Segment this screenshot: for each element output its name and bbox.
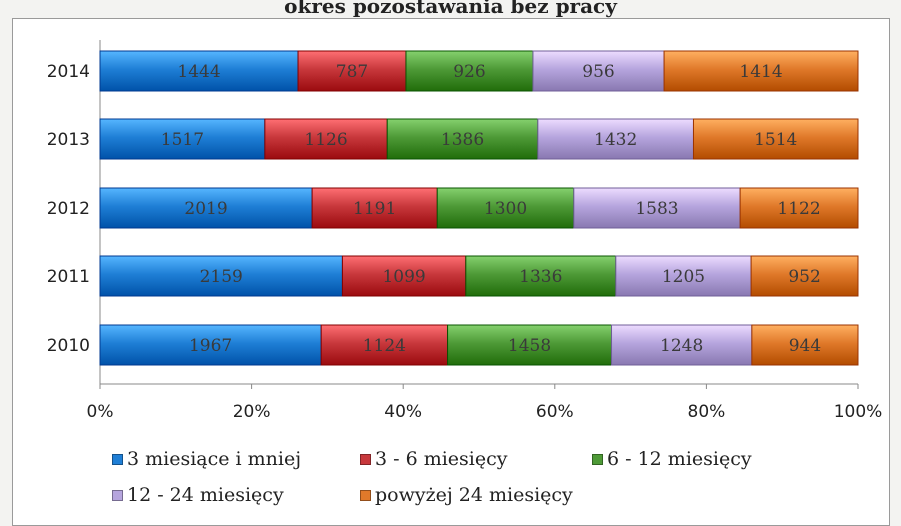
bar-data-label: 2019 xyxy=(184,199,227,219)
bar-data-label: 926 xyxy=(453,62,485,82)
bar-data-label: 1099 xyxy=(382,267,425,287)
bar-data-label: 944 xyxy=(789,336,821,356)
bar-data-label: 1300 xyxy=(484,199,527,219)
legend-label: 3 miesiące i mniej xyxy=(127,448,302,470)
legend-label: 12 - 24 miesięcy xyxy=(127,484,284,506)
legend-swatch xyxy=(360,489,371,501)
bar-data-label: 952 xyxy=(788,267,820,287)
bar-data-label: 1517 xyxy=(161,130,204,150)
bar-data-label: 1336 xyxy=(519,267,562,287)
legend-item: 12 - 24 miesięcy xyxy=(112,484,284,506)
bar-segment xyxy=(751,324,859,366)
bar-segment xyxy=(341,255,467,297)
x-tick-label: 40% xyxy=(384,402,422,422)
bar-segment xyxy=(99,118,266,160)
bar-segment xyxy=(750,255,859,297)
bar-data-label: 1205 xyxy=(662,267,705,287)
bar-segment xyxy=(615,255,752,297)
bar-segment xyxy=(447,324,613,366)
y-category-label: 2012 xyxy=(47,199,90,219)
bar-data-label: 1583 xyxy=(635,199,678,219)
x-tick-label: 100% xyxy=(834,402,883,422)
y-category-label: 2014 xyxy=(47,62,90,82)
legend-swatch xyxy=(112,453,123,465)
x-tick-label: 60% xyxy=(536,402,574,422)
bar-data-label: 1444 xyxy=(177,62,220,82)
bar-data-label: 2159 xyxy=(200,267,243,287)
bar-data-label: 1191 xyxy=(353,199,396,219)
bar-segment xyxy=(264,118,388,160)
bar-data-label: 1458 xyxy=(508,336,551,356)
bar-segment xyxy=(436,187,575,229)
x-tick-label: 20% xyxy=(233,402,271,422)
bar-segment xyxy=(99,50,299,92)
bar-data-label: 956 xyxy=(582,62,614,82)
legend-swatch xyxy=(592,453,603,465)
bar-data-label: 1386 xyxy=(441,130,484,150)
x-tick-label: 0% xyxy=(87,402,114,422)
bar-segment xyxy=(663,50,859,92)
bar-data-label: 1432 xyxy=(594,130,637,150)
legend-item: 3 miesiące i mniej xyxy=(112,448,301,470)
bar-segment xyxy=(386,118,539,160)
x-tick-label: 80% xyxy=(688,402,726,422)
bar-data-label: 1967 xyxy=(189,336,232,356)
legend-item: 3 - 6 miesięcy xyxy=(360,448,508,470)
y-category-label: 2010 xyxy=(47,336,90,356)
y-category-label: 2013 xyxy=(47,130,90,150)
bar-segment xyxy=(532,50,665,92)
bar-data-label: 1126 xyxy=(304,130,347,150)
legend-label: 3 - 6 miesięcy xyxy=(375,448,508,470)
bar-segment xyxy=(99,187,313,229)
legend-swatch xyxy=(360,453,371,465)
chart-title: okres pozostawania bez pracy xyxy=(284,0,617,18)
chart-legend: 3 miesiące i mniej 3 - 6 miesięcy 6 - 12 m… xyxy=(112,448,812,520)
bar-segment xyxy=(611,324,753,366)
chart-data-labels: 1444 787 926 956 1414 1517 1126 1386 1432 1514 201… xyxy=(161,62,821,356)
legend-label: powyżej 24 miesięcy xyxy=(375,484,573,506)
bar-segment xyxy=(99,255,343,297)
legend-label: 6 - 12 miesięcy xyxy=(607,448,752,470)
legend-item: powyżej 24 miesięcy xyxy=(360,484,573,506)
bar-segment xyxy=(573,187,741,229)
chart-bars xyxy=(99,50,859,366)
bar-segment xyxy=(739,187,859,229)
bar-segment xyxy=(537,118,694,160)
bar-data-label: 1248 xyxy=(660,336,703,356)
bar-data-label: 787 xyxy=(336,62,368,82)
legend-swatch xyxy=(112,489,123,501)
bar-segment xyxy=(405,50,534,92)
chart-axes: 0% 20% 40% 60% 80% 100% 2014 2013 2012 2011 2010 xyxy=(47,40,883,422)
bar-segment xyxy=(692,118,859,160)
bar-data-label: 1514 xyxy=(754,130,797,150)
y-category-label: 2011 xyxy=(47,267,90,287)
legend-item: 6 - 12 miesięcy xyxy=(592,448,752,470)
bar-data-label: 1124 xyxy=(363,336,406,356)
bar-segment xyxy=(297,50,407,92)
bar-data-label: 1122 xyxy=(777,199,820,219)
bar-data-label: 1414 xyxy=(739,62,782,82)
